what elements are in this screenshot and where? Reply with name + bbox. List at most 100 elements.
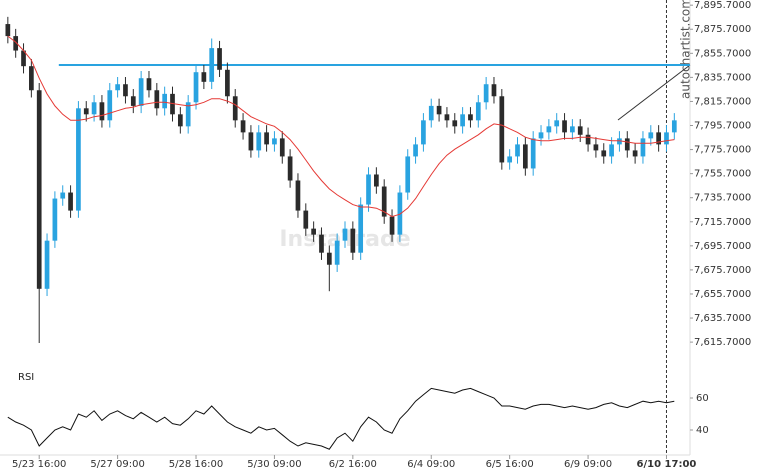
candle-body [91,102,97,115]
candle-body [421,120,426,145]
candle-body [601,150,607,157]
y-tick-label: 7,675.7000 [694,265,751,276]
candle-body [201,72,207,82]
candle-body [538,132,544,139]
candle-body [217,48,222,70]
candle-body [209,48,215,82]
candle-body [671,120,677,133]
candle-body [68,192,73,211]
y-tick-label: 7,655.7000 [694,289,751,300]
candle-body [13,36,19,51]
x-tick-label: 5/27 09:00 [90,459,144,470]
candle-body [593,144,599,151]
candle-body [530,138,536,169]
y-tick-label: 7,695.7000 [694,241,751,252]
candle-body [303,210,309,229]
candle-body [389,216,395,235]
y-tick-label: 7,895.7000 [694,0,751,11]
candle-body [44,240,50,289]
candle-body [52,198,58,241]
candle-body [240,120,246,133]
candle-body [444,114,450,121]
watermark: autochartist.com [679,0,693,99]
candle-body [546,126,552,133]
candle-body [522,144,528,169]
candle-body [21,50,26,67]
rsi-line [7,387,675,450]
candle-body [170,93,175,115]
candle-body [232,96,238,121]
candle-body [585,134,591,145]
candle-body [326,252,332,265]
candle-body [295,180,301,211]
candle-body [225,69,230,97]
candle-body [428,105,434,121]
candle-body [366,174,371,205]
candle-body [123,84,128,97]
y-tick-label: 7,875.7000 [694,24,751,35]
candle-body [138,78,144,106]
candle-body [577,126,583,135]
candle-body [36,90,42,289]
y-tick-label: 7,815.7000 [694,96,751,107]
candle-body [5,24,11,37]
candle-body [264,132,269,145]
candle-body [154,90,160,109]
candle-body [29,66,34,91]
candle-body [499,96,505,163]
candle-body [413,144,418,157]
candle-body [475,102,481,121]
candle-body [272,138,277,145]
moving-average [7,35,675,218]
pointer-line [617,64,691,121]
x-tick-label: 5/23 16:00 [12,459,66,470]
candle-body [468,114,473,121]
candle-body [374,174,379,187]
candle-body [256,132,262,151]
x-tick-label: 5/28 16:00 [169,459,223,470]
candle-body [570,126,575,133]
candle-body [664,132,669,145]
candle-body [609,144,614,157]
candle-body [107,90,113,121]
x-tick-label: 6/4 09:00 [407,459,455,470]
candle-body [491,84,497,97]
candle-body [648,132,654,139]
candle-body [381,186,387,217]
y-tick-label: 60 [696,393,709,404]
candle-body [507,156,513,163]
candle-body [60,192,66,199]
candle-body [130,96,136,106]
candle-body [515,144,520,157]
y-tick-label: 7,795.7000 [694,121,751,132]
y-tick-label: 7,615.7000 [694,337,751,348]
candle-body [640,138,646,157]
candle-body [624,138,630,151]
candle-body [436,105,442,115]
y-tick-label: 7,775.7000 [694,145,751,156]
rsi-title: RSI [18,372,34,383]
y-tick-label: 7,755.7000 [694,169,751,180]
candle-body [76,108,81,211]
x-tick-label: 6/9 09:00 [564,459,612,470]
candle-body [358,204,364,253]
x-tick-label: 6/10 17:00 [637,459,697,470]
y-tick-label: 7,735.7000 [694,193,751,204]
candle-body [460,114,465,127]
candle-body [617,138,622,145]
candle-body [99,102,105,121]
y-tick-label: 7,855.7000 [694,48,751,59]
candle-body [554,120,560,127]
x-tick-label: 5/30 09:00 [247,459,301,470]
x-tick-label: 6/5 16:00 [486,459,534,470]
y-tick-label: 40 [696,425,709,436]
candle-body [656,132,661,145]
y-tick-label: 7,835.7000 [694,72,751,83]
candle-body [350,228,356,253]
candle-body [311,228,316,235]
candle-body [405,156,411,193]
candle-body [319,234,324,253]
candle-body [83,108,89,115]
y-tick-label: 7,635.7000 [694,313,751,324]
